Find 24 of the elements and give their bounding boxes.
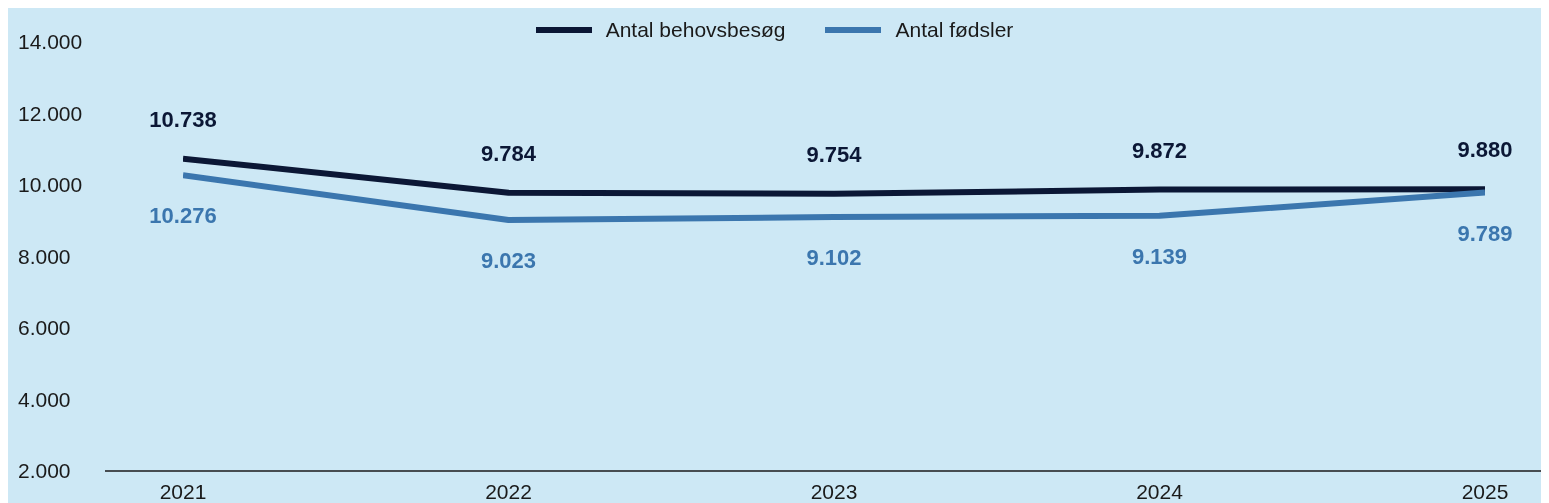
y-tick-label: 14.000	[18, 30, 83, 53]
y-tick-label: 2.000	[18, 459, 71, 482]
x-tick-label: 2023	[810, 480, 858, 503]
y-tick-label: 12.000	[18, 101, 83, 125]
data-label: 10.276	[149, 203, 217, 229]
data-label: 9.784	[480, 140, 537, 166]
data-label: 9.754	[806, 141, 863, 167]
data-label: 9.880	[1457, 137, 1513, 163]
data-label: 9.872	[1131, 137, 1188, 163]
y-tick-label: 4.000	[18, 387, 71, 411]
data-label: 9.789	[1457, 220, 1513, 246]
x-tick-label: 2022	[485, 480, 532, 503]
x-tick-label: 2021	[159, 480, 207, 503]
data-label: 9.139	[1131, 243, 1188, 269]
y-tick-label: 10.000	[18, 173, 83, 196]
y-tick-label: 8.000	[18, 244, 71, 268]
data-label: 10.738	[149, 106, 217, 132]
y-tick-label: 6.000	[18, 316, 71, 339]
legend-label: Antal fødsler	[895, 18, 1014, 42]
legend-label: Antal behovsbesøg	[605, 18, 786, 42]
data-label: 9.023	[480, 247, 537, 273]
data-label: 9.102	[806, 245, 862, 271]
x-tick-label: 2024	[1136, 480, 1184, 503]
x-tick-label: 2025	[1461, 480, 1509, 503]
